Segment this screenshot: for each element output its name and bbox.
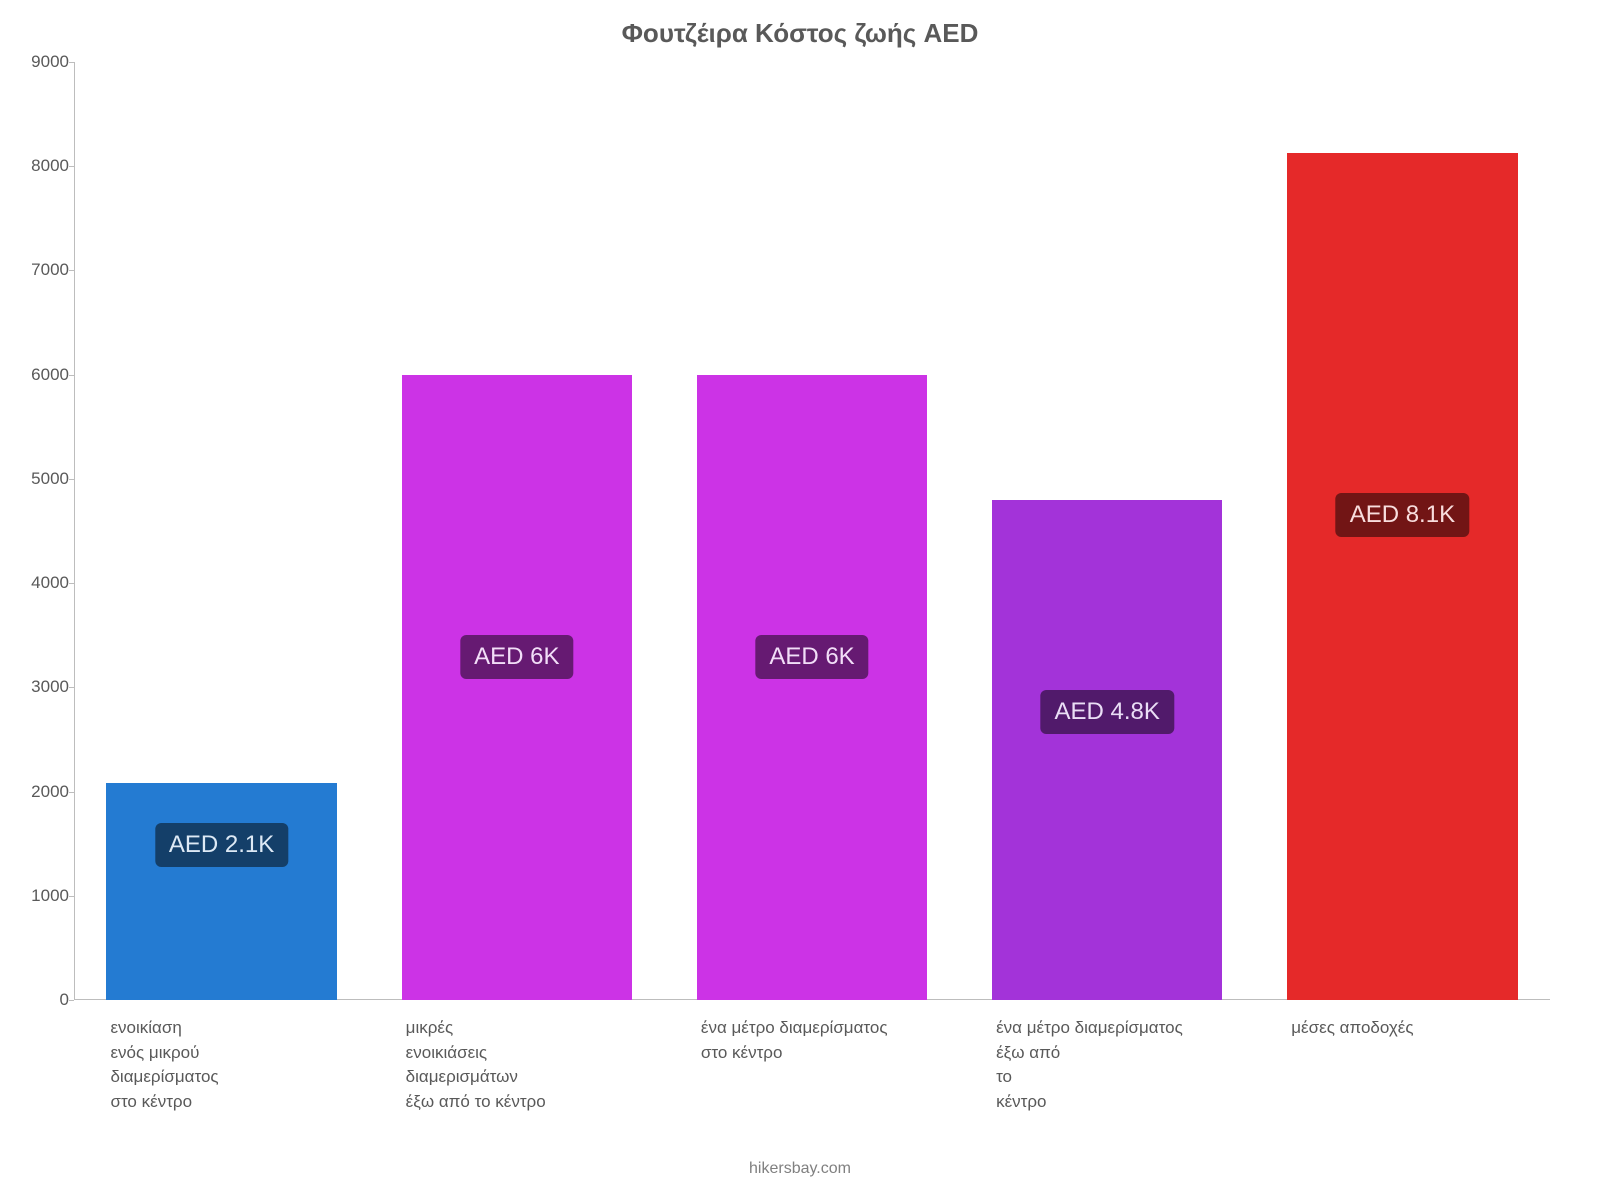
bar	[1287, 153, 1517, 1000]
bar-value-badge: AED 4.8K	[1040, 690, 1173, 734]
bar-value-badge: AED 6K	[460, 635, 573, 679]
x-axis-label: μικρές ενοικιάσεις διαμερισμάτων έξω από…	[406, 1016, 546, 1115]
y-tick-mark	[69, 479, 74, 480]
y-tick-mark	[69, 62, 74, 63]
y-tick-label: 7000	[14, 260, 69, 280]
y-tick-label: 5000	[14, 469, 69, 489]
y-tick-label: 0	[14, 990, 69, 1010]
x-axis-label: ένα μέτρο διαμερίσματος έξω από το κέντρ…	[996, 1016, 1183, 1115]
y-tick-mark	[69, 375, 74, 376]
y-tick-mark	[69, 1000, 74, 1001]
y-tick-mark	[69, 792, 74, 793]
y-tick-mark	[69, 270, 74, 271]
bar	[697, 375, 927, 1000]
y-tick-mark	[69, 896, 74, 897]
y-tick-mark	[69, 687, 74, 688]
y-tick-label: 4000	[14, 573, 69, 593]
y-tick-label: 3000	[14, 677, 69, 697]
bar-value-badge: AED 8.1K	[1336, 493, 1469, 537]
plot-area: 0100020003000400050006000700080009000AED…	[74, 62, 1550, 1000]
y-tick-label: 1000	[14, 886, 69, 906]
y-tick-label: 8000	[14, 156, 69, 176]
source-attribution: hikersbay.com	[0, 1160, 1600, 1178]
x-axis-label: ένα μέτρο διαμερίσματος στο κέντρο	[701, 1016, 888, 1065]
y-tick-mark	[69, 583, 74, 584]
x-axis-label: μέσες αποδοχές	[1291, 1016, 1413, 1041]
bar	[106, 783, 336, 1000]
chart-title: Φουτζέιρα Κόστος ζωής AED	[0, 18, 1600, 49]
x-axis-label: ενοικίαση ενός μικρού διαμερίσματος στο …	[110, 1016, 218, 1115]
chart-container: Φουτζέιρα Κόστος ζωής AED 01000200030004…	[0, 0, 1600, 1200]
bar	[992, 500, 1222, 1000]
bar-value-badge: AED 2.1K	[155, 823, 288, 867]
y-axis-line	[74, 62, 75, 1000]
y-tick-label: 2000	[14, 782, 69, 802]
y-tick-label: 9000	[14, 52, 69, 72]
bar	[402, 375, 632, 1000]
bar-value-badge: AED 6K	[755, 635, 868, 679]
y-tick-label: 6000	[14, 365, 69, 385]
y-tick-mark	[69, 166, 74, 167]
